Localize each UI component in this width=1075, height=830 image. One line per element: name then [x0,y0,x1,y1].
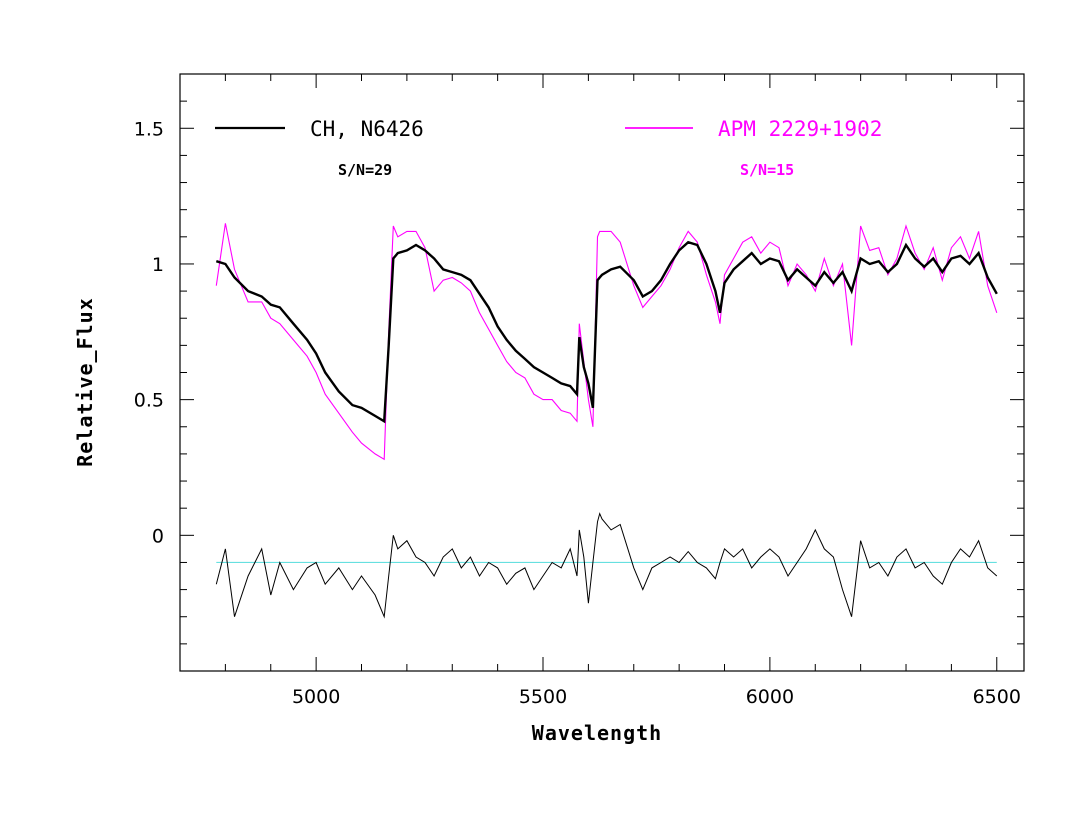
legend: CH, N6426 S/N=29 APM 2229+1902 S/N=15 [215,117,882,179]
ch-n6426-spectrum-line [215,240,998,424]
legend-label-ch: CH, N6426 [310,117,424,141]
legend-sn-apm: S/N=15 [740,161,794,179]
y-tick-label: 0.5 [134,390,164,412]
y-tick-label: 1.5 [134,118,164,140]
axis-ticks: 5000 5500 6000 6500 0 0.5 1 1.5 [134,74,1024,708]
legend-label-apm: APM 2229+1902 [718,117,882,141]
y-tick-label: 0 [152,525,164,547]
x-tick-label: 5500 [519,686,567,708]
residual-spectrum-line [215,512,998,619]
plot-frame [179,73,1025,672]
legend-sn-ch: S/N=29 [338,161,392,179]
x-tick-label: 6000 [746,686,794,708]
y-axis-label: Relative_Flux [73,297,97,467]
y-tick-label: 1 [152,254,164,276]
x-tick-label: 6500 [973,686,1021,708]
x-axis-label: Wavelength [532,721,662,745]
apm-2229-spectrum-line [215,223,998,461]
x-tick-label: 5000 [292,686,340,708]
